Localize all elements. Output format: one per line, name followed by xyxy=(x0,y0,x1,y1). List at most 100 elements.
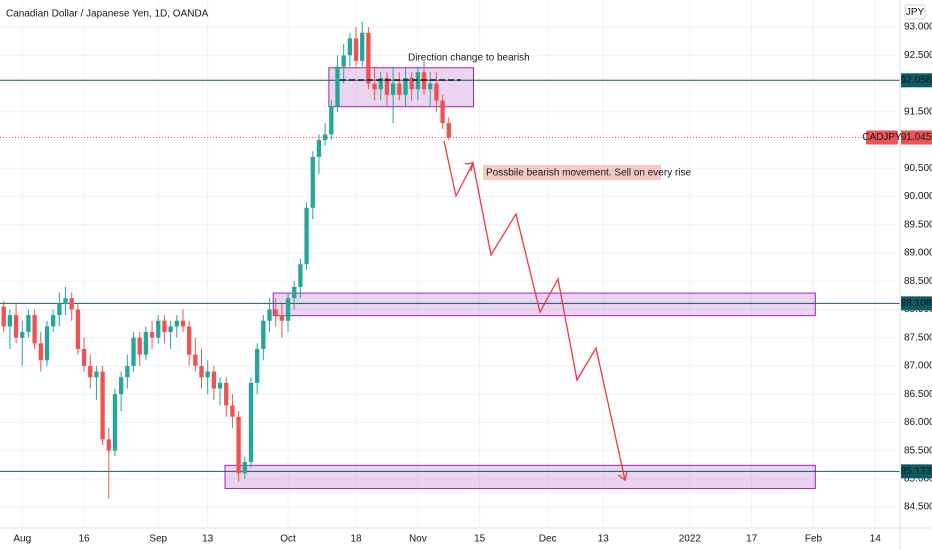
annotation-bg xyxy=(483,165,661,180)
candle-body xyxy=(304,207,309,265)
candle-body xyxy=(125,365,130,378)
candle-body xyxy=(57,303,62,316)
symbol-badge xyxy=(866,130,898,145)
projection-arrow xyxy=(443,140,626,481)
candle-body xyxy=(94,371,99,378)
candle-body xyxy=(32,315,37,344)
candle-body xyxy=(298,264,303,287)
candle-body xyxy=(335,66,340,107)
candle-body xyxy=(329,106,334,135)
x-tick-label: Dec xyxy=(539,534,557,545)
candle-body xyxy=(236,416,241,474)
x-tick-label: Feb xyxy=(805,534,823,545)
candle-body xyxy=(440,100,445,124)
currency: JPY xyxy=(906,7,925,18)
candle-body xyxy=(446,123,451,138)
x-tick-label: Nov xyxy=(409,534,427,545)
candle-body xyxy=(248,382,254,462)
x-tick-label: 17 xyxy=(746,534,758,545)
candle-body xyxy=(409,77,414,90)
candle-body xyxy=(199,365,204,378)
y-tick-label: 88.500 xyxy=(904,276,932,287)
candle-body xyxy=(403,77,408,95)
candle-body xyxy=(13,315,19,338)
annotation: Possbile bearish movement. Sell on every… xyxy=(486,168,692,179)
y-tick-label: 93.000 xyxy=(904,22,932,33)
y-tick-label: 92.500 xyxy=(904,50,932,61)
candle-body xyxy=(292,286,297,299)
candle-body xyxy=(20,332,25,338)
symbol-label: CADJPY xyxy=(862,132,902,143)
candle-body xyxy=(81,348,87,366)
candle-body xyxy=(372,83,377,90)
level-label: 88.108 xyxy=(901,298,932,309)
price-badge xyxy=(901,130,932,145)
annotation: Direction change to bearish xyxy=(408,53,530,64)
candle-body xyxy=(347,38,353,56)
candle-body xyxy=(174,320,179,327)
arrowhead xyxy=(464,162,474,172)
y-tick-label: 85.000 xyxy=(904,474,932,485)
candle-body xyxy=(1,306,6,327)
candle-body xyxy=(50,315,56,327)
price-axis xyxy=(900,0,932,550)
x-tick-label: 13 xyxy=(202,534,214,545)
candle-body xyxy=(267,309,272,321)
candle-body xyxy=(69,298,74,310)
candle-body xyxy=(186,326,192,355)
candle-body xyxy=(100,371,105,440)
candle-body xyxy=(341,55,346,67)
y-tick-label: 86.500 xyxy=(904,389,932,400)
candle-body xyxy=(137,337,142,355)
y-tick-label: 87.500 xyxy=(904,332,932,343)
level-label: 92.058 xyxy=(901,75,932,86)
candle-body xyxy=(415,72,421,90)
candle-body xyxy=(162,320,167,333)
y-tick-label: 89.000 xyxy=(904,248,932,259)
x-tick-label: Aug xyxy=(13,534,31,545)
candle-body xyxy=(353,38,359,61)
x-tick-label: 13 xyxy=(598,534,610,545)
candle-body xyxy=(63,298,68,304)
candle-body xyxy=(217,382,223,389)
candle-body xyxy=(44,326,50,361)
candle-body xyxy=(230,405,235,417)
candle-body xyxy=(180,320,186,327)
candle-body xyxy=(7,315,13,327)
candle-body xyxy=(224,382,229,406)
candle-body xyxy=(242,461,247,474)
y-tick-label: 85.500 xyxy=(904,445,932,456)
candle-body xyxy=(285,298,291,321)
x-tick-label: 2022 xyxy=(679,534,702,545)
candle-body xyxy=(261,320,266,349)
candle-body xyxy=(378,77,383,90)
y-tick-label: 91.500 xyxy=(904,106,932,117)
candle-body xyxy=(397,83,402,95)
candle-body xyxy=(360,32,365,61)
x-tick-label: 18 xyxy=(350,534,362,545)
level-label: 85.133 xyxy=(901,466,932,477)
candle-body xyxy=(112,394,118,451)
candle-body xyxy=(279,315,285,321)
candle-body xyxy=(143,332,149,355)
candle-body xyxy=(322,134,328,141)
candle-body xyxy=(88,365,93,378)
y-tick-label: 90.000 xyxy=(904,191,932,202)
candle-body xyxy=(390,83,396,95)
y-tick-label: 87.000 xyxy=(904,361,932,372)
candle-body xyxy=(156,320,161,338)
chart-title: Canadian Dollar / Japanese Yen, 1D, OAND… xyxy=(6,9,209,20)
candle-body xyxy=(421,72,427,90)
y-tick-label: 84.500 xyxy=(904,502,932,513)
candle-body xyxy=(106,439,111,451)
candle-body xyxy=(310,156,315,208)
y-tick-label: 89.500 xyxy=(904,219,932,230)
level-badge xyxy=(901,296,932,311)
candle-body xyxy=(366,32,371,84)
arrowhead xyxy=(617,471,628,482)
currency-box[interactable] xyxy=(904,4,926,20)
candle-body xyxy=(273,309,278,316)
candle-body xyxy=(131,337,136,366)
x-tick-label: 15 xyxy=(474,534,486,545)
candle-body xyxy=(75,309,81,349)
